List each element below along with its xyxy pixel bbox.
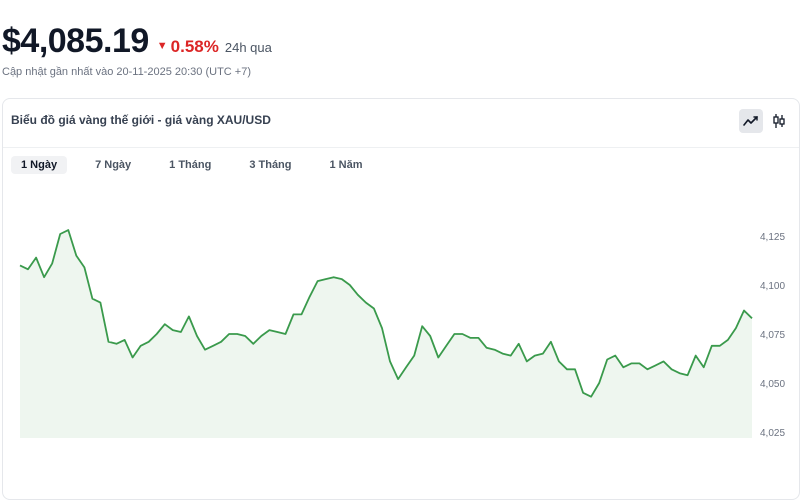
- series-area: [20, 230, 752, 438]
- y-tick-label: 4,100: [760, 281, 785, 292]
- y-tick-label: 4,025: [760, 428, 785, 439]
- price-chart: 4,025 4,050 4,075 4,100 4,125: [0, 0, 800, 479]
- y-tick-label: 4,075: [760, 330, 785, 341]
- y-tick-label: 4,125: [760, 232, 785, 243]
- y-tick-label: 4,050: [760, 379, 785, 390]
